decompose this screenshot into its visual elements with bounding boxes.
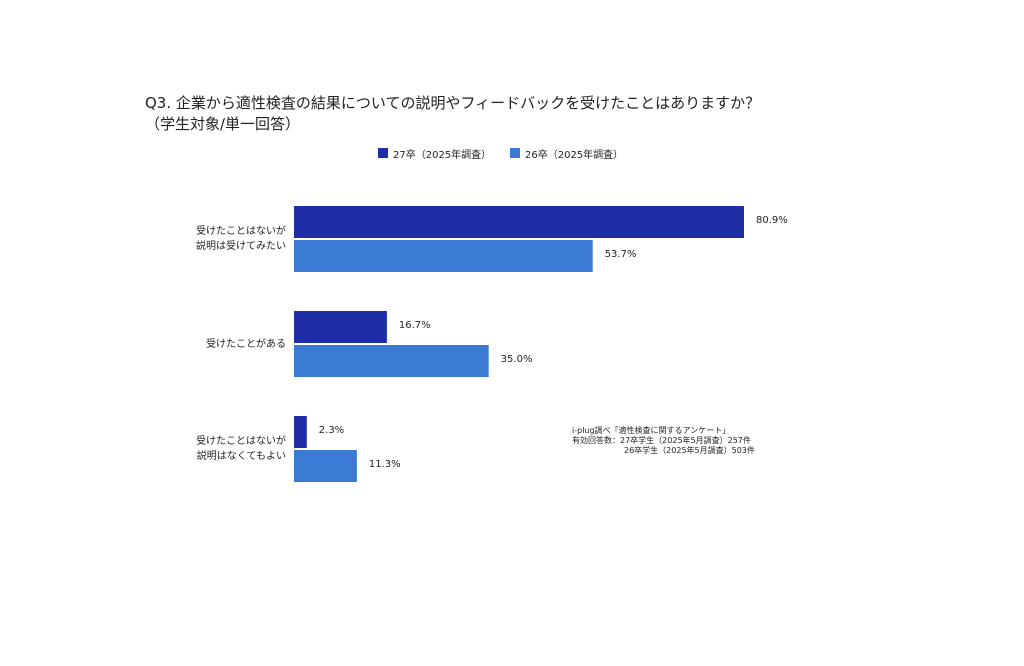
bar [294,416,307,448]
value-label: 2.3% [318,425,345,436]
legend-label: 27卒（2025年調査） [393,150,492,161]
legend-label: 26卒（2025年調査） [525,150,624,161]
bar [294,345,489,377]
source-note: 26卒学生（2025年5月調査）503件 [624,446,755,455]
bar [294,311,387,343]
bar [294,240,593,272]
y-tick-label: 受けたことはないが 説明はなくてもよい [196,436,286,462]
legend-swatch [378,148,388,158]
value-label: 35.0% [500,354,533,365]
y-tick-label: 受けたことはないが 説明は受けてみたい [196,226,286,252]
source-note: 有効回答数：27卒学生（2025年5月調査）257件 [572,436,751,445]
value-label: 11.3% [368,459,401,470]
bar [294,206,744,238]
chart-subtitle: （学生対象/単一回答） [145,115,301,133]
value-label: 80.9% [756,215,788,226]
source-note: i-plug調べ「適性検査に関するアンケート」 [572,426,731,435]
legend-swatch [510,148,520,158]
bar [294,450,357,482]
chart-title: Q3. 企業から適性検査の結果についての説明やフィードバックを受けたことはありま… [145,94,761,112]
value-label: 53.7% [604,249,637,260]
y-tick-label: 受けたことがある [206,338,286,350]
value-label: 16.7% [398,320,431,331]
